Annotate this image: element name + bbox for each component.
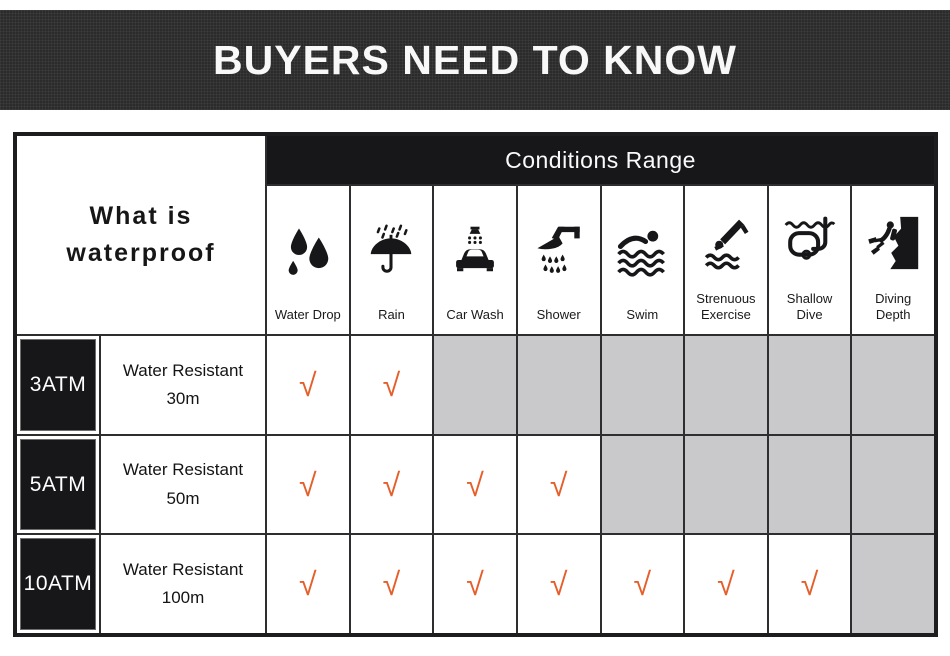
condition-pass-cell: √ [599, 535, 684, 634]
condition-pass-cell: √ [515, 435, 600, 534]
banner-title: BUYERS NEED TO KNOW [213, 36, 737, 83]
check-icon: √ [466, 566, 484, 603]
column-label: Shower [536, 306, 581, 322]
atm-rating-cell: 3ATM [17, 336, 101, 434]
condition-pass-cell: √ [515, 535, 600, 634]
condition-na-cell [432, 336, 516, 434]
condition-na-cell [766, 336, 851, 434]
column-label: Shallow Dive [786, 290, 833, 322]
conditions-table: What is waterproof Conditions Range Wate… [13, 132, 938, 637]
corner-title-line1: What is [89, 201, 193, 230]
diving-depth-icon [866, 196, 920, 291]
column-header-shallow-dive: Shallow Dive [766, 186, 851, 334]
atm-rating-label: 5ATM [20, 438, 96, 531]
resistance-description-cell: Water Resistant 30m [101, 336, 267, 434]
resistance-description-line1: Water Resistant [122, 560, 244, 580]
atm-rating-label: 3ATM [20, 339, 96, 431]
resistance-description-line1: Water Resistant [122, 360, 244, 380]
resistance-description-cell: Water Resistant 50m [101, 435, 267, 534]
check-icon: √ [800, 566, 819, 603]
column-label: Water Drop [274, 306, 341, 322]
atm-rating-cell: 5ATM [17, 435, 101, 534]
check-icon: √ [549, 466, 568, 503]
column-header-shower: Shower [515, 186, 600, 334]
condition-na-cell [599, 435, 684, 534]
condition-na-cell [515, 336, 600, 434]
condition-pass-cell: √ [267, 535, 349, 633]
condition-pass-cell: √ [766, 535, 851, 634]
condition-na-cell [766, 435, 851, 534]
shallow-dive-icon [783, 196, 837, 291]
column-header-strenuous-exercise: Strenuous Exercise [683, 186, 767, 334]
resistance-description-line1: Water Resistant [122, 460, 244, 480]
check-icon: √ [382, 466, 401, 503]
check-icon: √ [299, 366, 317, 403]
check-icon: √ [382, 366, 401, 403]
resistance-description-line2: 50m [166, 488, 200, 508]
water-drop-icon [281, 196, 335, 307]
strenuous-exercise-icon [699, 196, 753, 291]
banner: BUYERS NEED TO KNOW [0, 10, 950, 110]
resistance-description-line2: 100m [161, 588, 205, 608]
check-icon: √ [299, 566, 317, 603]
shower-icon [532, 196, 586, 307]
condition-pass-cell: √ [432, 435, 516, 534]
check-icon: √ [717, 566, 735, 603]
condition-pass-cell: √ [348, 535, 433, 634]
umbrella-rain-icon [364, 196, 418, 307]
column-header-umbrella-rain: Rain [348, 186, 433, 334]
condition-pass-cell: √ [683, 535, 767, 634]
condition-na-cell [850, 535, 934, 634]
row-3atm: 3ATM Water Resistant 30m √ √ [17, 336, 934, 436]
column-label: Rain [378, 306, 405, 322]
column-header-car-wash: Car Wash [432, 186, 516, 334]
column-label: Car Wash [446, 306, 504, 322]
table-header: What is waterproof Conditions Range Wate… [17, 136, 934, 336]
resistance-description-line2: 30m [166, 388, 200, 408]
column-label: Swim [626, 306, 659, 322]
condition-na-cell [850, 435, 934, 534]
row-10atm: 10ATM Water Resistant 100m √ √ √ √ √ √ √ [17, 535, 934, 634]
condition-pass-cell: √ [267, 436, 349, 534]
check-icon: √ [299, 466, 317, 503]
conditions-section: Conditions Range Water Drop Rain Car Was… [267, 136, 934, 334]
condition-na-cell [683, 336, 767, 434]
column-header-water-drop: Water Drop [267, 186, 349, 334]
condition-pass-cell: √ [267, 336, 349, 434]
check-icon: √ [382, 566, 401, 603]
resistance-description-cell: Water Resistant 100m [101, 535, 267, 634]
column-header-swimmer: Swim [599, 186, 684, 334]
atm-rating-label: 10ATM [20, 538, 96, 631]
column-label: Strenuous Exercise [696, 290, 756, 322]
condition-pass-cell: √ [432, 535, 516, 634]
corner-title-line2: waterproof [66, 239, 216, 267]
condition-pass-cell: √ [348, 435, 433, 534]
condition-na-cell [599, 336, 684, 434]
swimmer-icon [615, 196, 669, 307]
column-header-diving-depth: Diving Depth [850, 186, 934, 334]
row-5atm: 5ATM Water Resistant 50m √ √ √ √ [17, 435, 934, 536]
check-icon: √ [549, 566, 568, 603]
check-icon: √ [633, 566, 652, 603]
condition-pass-cell: √ [348, 336, 433, 434]
condition-na-cell [850, 336, 934, 434]
icon-row: Water Drop Rain Car Wash Shower Swim [267, 186, 934, 334]
corner-title-cell: What is waterproof [17, 136, 267, 334]
column-label: Diving Depth [875, 290, 912, 322]
condition-na-cell [683, 435, 767, 534]
atm-rating-cell: 10ATM [17, 535, 101, 634]
conditions-range-header: Conditions Range [267, 136, 934, 186]
check-icon: √ [466, 466, 484, 503]
car-wash-icon [448, 196, 502, 307]
